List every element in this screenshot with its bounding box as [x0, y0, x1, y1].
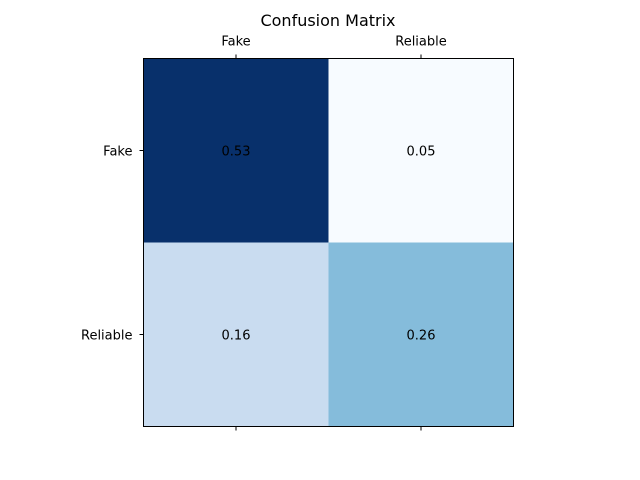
cell-value-label-1-0: 0.16 [222, 329, 251, 344]
y-tick-label-1: Reliable [81, 329, 133, 344]
heatmap-cell-1-1 [328, 242, 514, 427]
cell-value-label-1-1: 0.26 [407, 329, 436, 344]
y-axis: Fake Reliable [81, 145, 144, 344]
x-axis: Fake Reliable [221, 35, 447, 431]
heatmap-cell-labels: 0.53 0.05 0.16 0.26 [222, 145, 436, 344]
heatmap-cells [143, 58, 514, 427]
y-tick-label-0: Fake [103, 145, 132, 160]
x-tick-label-0: Fake [221, 35, 250, 50]
plot-frame [143, 58, 514, 427]
cell-value-label-0-0: 0.53 [222, 145, 251, 160]
heatmap-cell-0-1 [328, 58, 514, 243]
heatmap-cell-0-0 [143, 58, 329, 243]
chart-title: Confusion Matrix [260, 11, 395, 30]
heatmap-cell-1-0 [143, 242, 329, 427]
x-tick-label-1: Reliable [395, 35, 447, 50]
cell-value-label-0-1: 0.05 [407, 145, 436, 160]
